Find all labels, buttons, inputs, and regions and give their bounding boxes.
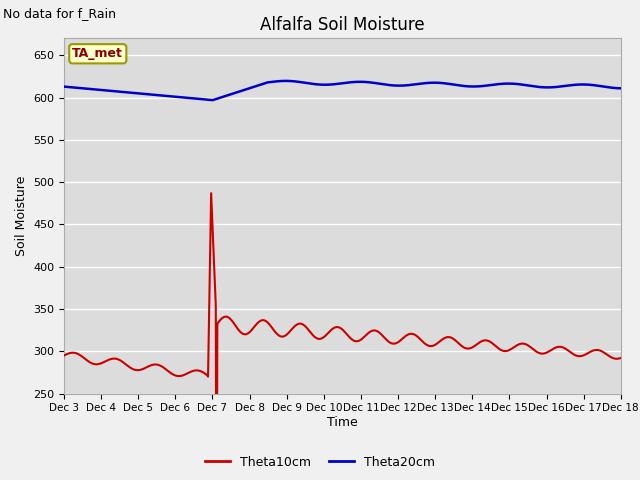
Text: TA_met: TA_met [72, 47, 124, 60]
X-axis label: Time: Time [327, 416, 358, 429]
Title: Alfalfa Soil Moisture: Alfalfa Soil Moisture [260, 16, 425, 34]
Text: No data for f_Rain: No data for f_Rain [3, 7, 116, 20]
Y-axis label: Soil Moisture: Soil Moisture [15, 176, 28, 256]
Legend: Theta10cm, Theta20cm: Theta10cm, Theta20cm [200, 451, 440, 474]
